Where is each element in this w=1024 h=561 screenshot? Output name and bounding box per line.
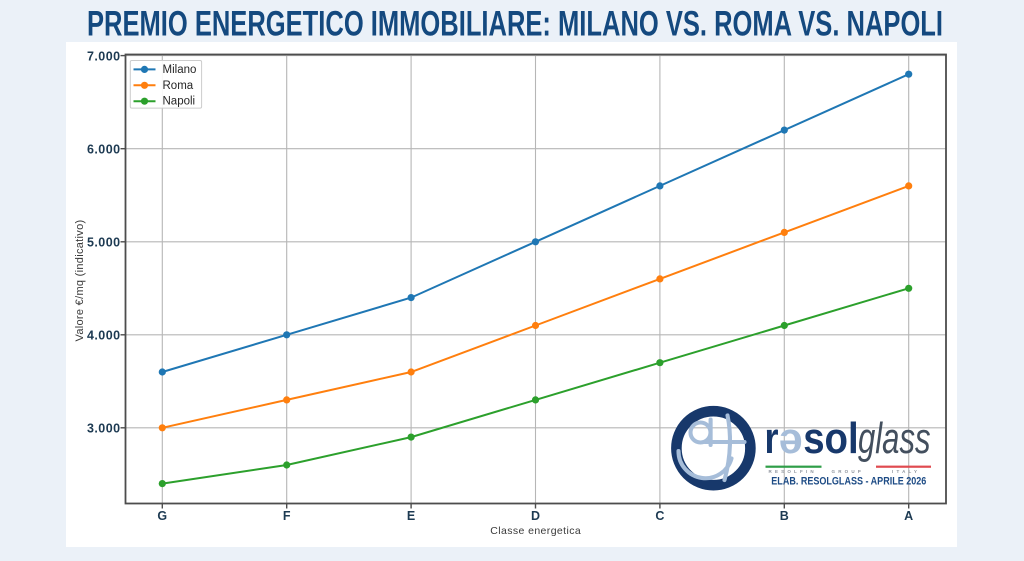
svg-text:Valore €/mq (indicativo): Valore €/mq (indicativo) xyxy=(74,220,86,342)
svg-text:Milano: Milano xyxy=(163,64,197,76)
svg-text:Roma: Roma xyxy=(163,80,194,92)
svg-text:6.000: 6.000 xyxy=(87,142,121,156)
svg-text:C: C xyxy=(655,509,664,523)
svg-text:E: E xyxy=(407,509,415,523)
svg-text:r: r xyxy=(765,414,779,463)
svg-text:5.000: 5.000 xyxy=(87,236,121,250)
svg-text:Napoli: Napoli xyxy=(163,96,196,108)
svg-text:4.000: 4.000 xyxy=(87,329,121,343)
svg-text:F: F xyxy=(283,509,291,523)
svg-text:G: G xyxy=(157,509,167,523)
svg-text:3.000: 3.000 xyxy=(87,422,121,436)
svg-text:GROUP: GROUP xyxy=(832,469,865,474)
svg-text:A: A xyxy=(904,509,913,523)
svg-text:B: B xyxy=(780,509,789,523)
svg-text:glass: glass xyxy=(858,414,931,463)
svg-text:D: D xyxy=(531,509,540,523)
svg-text:ə: ə xyxy=(779,414,803,463)
svg-text:ITALY: ITALY xyxy=(892,469,920,474)
svg-text:RESOLFIN: RESOLFIN xyxy=(769,469,817,474)
svg-text:PREMIO ENERGETICO IMMOBILIARE:: PREMIO ENERGETICO IMMOBILIARE: MILANO VS… xyxy=(87,5,943,44)
svg-text:sol: sol xyxy=(803,414,859,463)
svg-text:7.000: 7.000 xyxy=(87,49,121,63)
svg-text:ELAB. RESOLGLASS - APRILE 2026: ELAB. RESOLGLASS - APRILE 2026 xyxy=(771,476,926,488)
svg-text:Classe energetica: Classe energetica xyxy=(490,525,581,537)
